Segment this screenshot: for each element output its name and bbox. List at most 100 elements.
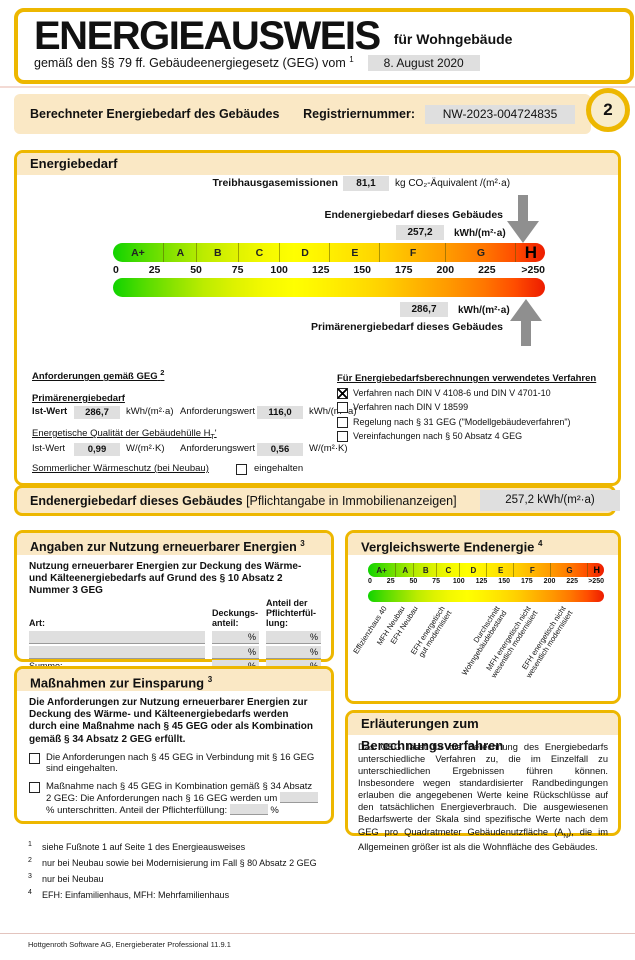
verfahren-checkbox-din18599[interactable] — [337, 402, 348, 413]
ist-wert-unit: W/(m²·K) — [126, 443, 165, 454]
pflichterfuellung-input[interactable] — [229, 804, 268, 816]
art-input-2[interactable] — [29, 645, 205, 659]
page-number-badge: 2 — [586, 88, 630, 132]
vs-class-a: A — [395, 563, 414, 577]
law-footnote-ref: 1 — [349, 55, 354, 64]
endenergie-arrow-down-icon — [507, 195, 539, 243]
page-title: ENERGIEAUSWEIS — [34, 14, 381, 58]
primaerenergie-arrow-up-icon — [510, 299, 542, 346]
energiebedarf-content: Treibhausgasemissionen 81,1 kg CO₂-Äquiv… — [17, 175, 618, 477]
footnote-1: 1 siehe Fußnote 1 auf Seite 1 des Energie… — [28, 841, 246, 852]
primaerenergiebedarf-heading: Primärenergiebedarf — [32, 393, 125, 404]
col-pflichterfuellung: Anteil der Pflichterfül- lung: — [266, 597, 317, 629]
verfahren-item-label: Verfahren nach DIN V 4108-6 und DIN V 47… — [353, 387, 551, 398]
vs-tick: 75 — [432, 578, 440, 585]
vergleichswerte-section: Vergleichswerte Endenergie 4 A+ A B C D … — [345, 530, 621, 704]
vergleich-ticks: 0 25 50 75 100 125 150 175 200 225 >250 — [368, 578, 604, 587]
massnahmen-checkbox-2[interactable] — [29, 781, 40, 793]
verfahren-checkbox-din4108[interactable] — [337, 387, 348, 399]
endenergie-label: Endenergiebedarf dieses Gebäudes — [324, 209, 503, 221]
vs-tick: >250 — [588, 578, 604, 585]
energy-class-scale: A+ A B C D E F G H — [113, 243, 545, 262]
primaerenergie-label: Primärenergiebedarf dieses Gebäudes — [311, 321, 503, 333]
deckungsanteil-input-2[interactable]: % — [212, 645, 259, 659]
endenergie-unit: kWh/(m²·a) — [454, 228, 506, 239]
summary-value-field: 257,2 kWh/(m²·a) — [480, 490, 620, 511]
anforderungswert-unit: W/(m²·K) — [309, 443, 348, 454]
pflicht-input-2[interactable]: % — [266, 645, 321, 659]
endenergiebedarf-summary-bar: Endenergiebedarf dieses Gebäudes [Pflich… — [14, 485, 620, 516]
col-deckungsanteil: Deckungs- anteil: — [212, 607, 259, 628]
tick-100: 100 — [270, 264, 288, 276]
footer-separator-line — [0, 933, 635, 934]
energiebedarf-section-title: Energiebedarf — [17, 153, 618, 175]
tick-50: 50 — [190, 264, 202, 276]
verfahren-checkbox-modellgebaeude[interactable] — [337, 416, 348, 428]
tick-200: 200 — [436, 264, 455, 276]
registry-label: Registriernummer: — [303, 107, 415, 121]
registry-number-field: NW-2023-004724835 — [425, 104, 575, 124]
tick-75: 75 — [231, 264, 244, 276]
verfahren-item-label: Verfahren nach DIN V 18599 — [353, 402, 469, 412]
anforderungswert-unit: kWh/(m²·a) — [309, 406, 357, 417]
verfahren-checkbox-vereinfachungen[interactable] — [337, 431, 348, 442]
vs-tick: 100 — [452, 578, 465, 585]
unterschreitung-input[interactable] — [279, 791, 318, 803]
vs-tick: 200 — [543, 578, 556, 585]
art-input-1[interactable] — [29, 630, 205, 644]
summary-label: Endenergiebedarf dieses Gebäudes — [30, 493, 243, 508]
sommerlicher-waermeschutz-row: Sommerlicher Wärmeschutz (bei Neubau) ei… — [32, 463, 332, 477]
ist-wert-label: Ist-Wert — [32, 443, 66, 454]
anforderungswert-label: Anforderungswert — [180, 406, 255, 417]
scale-class-f: F — [378, 243, 446, 262]
tick-225: 225 — [478, 264, 496, 276]
scale-class-h: H — [514, 243, 546, 262]
massnahmen-section: Maßnahmen zur Einsparung 3 Die Anforderu… — [14, 666, 334, 824]
eingehalten-label: eingehalten — [254, 463, 304, 474]
tick-125: 125 — [311, 264, 330, 276]
scale-class-c: C — [237, 243, 281, 262]
eingehalten-checkbox[interactable] — [236, 464, 247, 475]
vs-tick: 50 — [409, 578, 418, 585]
software-credit: Hottgenroth Software AG, Energieberater … — [28, 940, 231, 949]
vs-tick: 0 — [368, 578, 372, 585]
vs-class-e: E — [486, 563, 514, 577]
erneuerbare-table: Art: Deckungs- anteil: Anteil der Pflich… — [29, 597, 321, 673]
vs-class-h: H — [587, 563, 605, 577]
tick-250plus: >250 — [521, 264, 545, 276]
header: ENERGIEAUSWEIS für Wohngebäude gemäß den … — [14, 8, 634, 84]
primary-energy-scale-bar — [113, 278, 545, 297]
endenergie-value-field: 257,2 — [396, 225, 444, 240]
scale-class-b: B — [196, 243, 239, 262]
ist-wert-label: Ist-Wert — [32, 406, 68, 417]
vs-class-f: F — [513, 563, 550, 577]
summe-label: Summe: — [29, 661, 63, 671]
col-art: Art: — [29, 617, 45, 628]
erlaeuterungen-section: Erläuterungen zum Berechnungsverfahren D… — [345, 710, 621, 852]
building-type-label: für Wohngebäude — [393, 31, 513, 47]
scale-class-d: D — [279, 243, 330, 262]
vergleichswerte-scale: A+ A B C D E F G H 0 25 50 75 100 125 15… — [348, 563, 618, 693]
energiebedarf-section: Energiebedarf Treibhausgasemissionen 81,… — [14, 150, 621, 486]
vs-tick: 175 — [521, 578, 533, 585]
verfahren-item: Verfahren nach DIN V 18599 — [337, 402, 609, 413]
anforderung-row-huelle: Ist-Wert 0,99 W/(m²·K) Anforderungswert … — [32, 443, 348, 457]
pflicht-input-1[interactable]: % — [266, 630, 321, 644]
vs-tick: 25 — [386, 578, 395, 585]
ist-wert-field: 0,99 — [74, 443, 120, 456]
tick-150: 150 — [353, 264, 371, 276]
erlaeuterungen-body: Das GEG lässt für die Berechnung des Ene… — [358, 742, 608, 852]
erneuerbare-energien-section: Angaben zur Nutzung erneuerbarer Energie… — [14, 530, 334, 673]
scale-class-g: G — [445, 243, 515, 262]
erneuerbare-intro: Nutzung erneuerbarer Energien zur Deckun… — [29, 561, 302, 597]
sommer-waermeschutz-label: Sommerlicher Wärmeschutz (bei Neubau) — [32, 463, 209, 474]
law-text: gemäß den §§ 79 ff. Gebäudeenergiegesetz… — [34, 56, 346, 71]
anforderung-row-primaer: Ist-Wert 286,7 kWh/(m²·a) Anforderungswe… — [32, 406, 357, 420]
deckungsanteil-input-1[interactable]: % — [212, 630, 259, 644]
vs-tick: 125 — [475, 578, 488, 585]
massnahmen-checkbox-1[interactable] — [29, 752, 40, 764]
ghg-label: Treibhausgasemissionen — [212, 177, 338, 189]
meta-bar: Berechneter Energiebedarf des Gebäudes R… — [14, 94, 591, 134]
massnahmen-option-1-label: Die Anforderungen nach § 45 GEG in Verbi… — [46, 751, 315, 775]
summary-note: [Pflichtangabe in Immobilienanzeigen] — [246, 493, 457, 508]
